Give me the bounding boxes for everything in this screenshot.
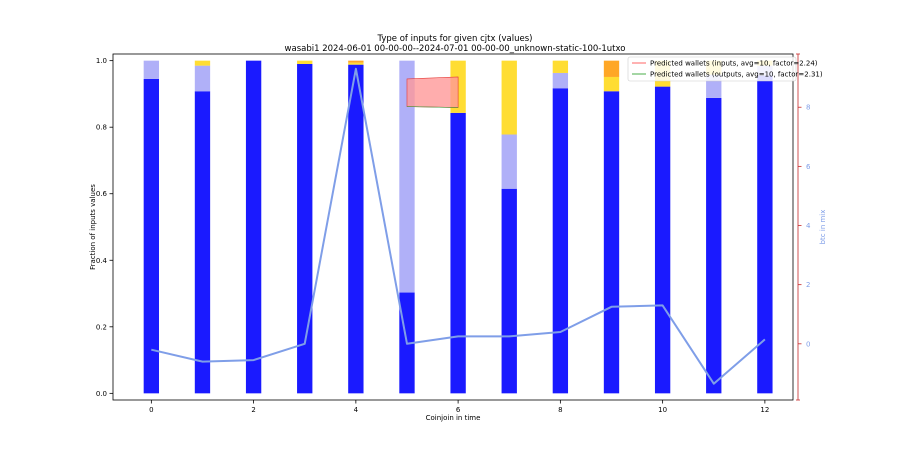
- bar-segment: [603, 60, 620, 77]
- bar-segment: [501, 60, 517, 135]
- bar-segment: [143, 78, 160, 394]
- x-tick-label: 10: [658, 406, 667, 414]
- x-axis: 0 2 4 6 8 10 12: [149, 400, 769, 414]
- y2-tick-label: 4: [806, 222, 811, 230]
- bar-segment: [194, 65, 211, 92]
- chart-title: Type of inputs for given cjtx (values): [377, 34, 533, 44]
- bar-segment: [297, 63, 313, 394]
- bar-segment: [552, 60, 569, 73]
- btc-in-mix-line: [151, 67, 766, 385]
- y2-tick-label: 2: [806, 281, 810, 289]
- bar-segment: [194, 60, 211, 66]
- bar-segment: [348, 60, 364, 63]
- y2-tick-label: 0: [806, 340, 810, 348]
- bar-segment: [501, 188, 517, 394]
- bar-segment: [654, 86, 671, 394]
- bar-segment: [603, 91, 620, 394]
- x-tick-label: 2: [251, 406, 255, 414]
- y-tick-label: 0.4: [96, 257, 108, 265]
- y2-tick-label: 6: [806, 163, 811, 171]
- bar-segment: [399, 60, 415, 293]
- bar-segment: [143, 60, 160, 79]
- bar-segment: [348, 62, 364, 65]
- legend-label-inputs: Predicted wallets (inputs, avg=10, facto…: [650, 60, 818, 68]
- bar-segment: [757, 75, 773, 394]
- x-tick-label: 4: [354, 406, 359, 414]
- x-axis-label: Coinjoin in time: [426, 414, 481, 422]
- bar-segment: [450, 112, 466, 394]
- x-tick-label: 8: [558, 406, 562, 414]
- y-tick-label: 0.8: [96, 124, 107, 132]
- y-axis: 0.0 0.2 0.4 0.6 0.8 1.0: [96, 57, 113, 398]
- bar-segment: [194, 91, 211, 394]
- predicted-band: [406, 76, 459, 108]
- y2-tick-label: 8: [806, 104, 810, 112]
- predicted-band-layer: [406, 76, 459, 108]
- bar-segment: [348, 64, 364, 394]
- legend: Predicted wallets (inputs, avg=10, facto…: [627, 56, 823, 82]
- bar-layer: [143, 60, 773, 394]
- y-tick-label: 0.2: [96, 323, 107, 331]
- secondary-y-axis-label: btc in mix: [819, 210, 827, 245]
- y-tick-label: 1.0: [96, 57, 107, 65]
- y-axis-label: Fraction of inputs values: [89, 184, 97, 270]
- bar-segment: [706, 97, 722, 394]
- bar-segment: [245, 60, 262, 394]
- y-tick-label: 0.0: [96, 390, 107, 398]
- bar-segment: [552, 72, 569, 89]
- predicted-band-outputs-edge: [406, 106, 459, 108]
- bar-segment: [501, 134, 517, 189]
- bar-segment: [603, 76, 620, 92]
- legend-label-outputs: Predicted wallets (outputs, avg=10, fact…: [650, 71, 823, 79]
- secondary-y-axis: 0 2 4 6 8: [796, 53, 811, 401]
- plot-frame: [112, 53, 794, 401]
- bar-segment: [297, 60, 313, 64]
- bar-segment: [552, 88, 569, 394]
- chart-subtitle: wasabi1 2024-06-01 00-00-00--2024-07-01 …: [285, 44, 626, 54]
- x-tick-label: 6: [456, 406, 461, 414]
- x-tick-label: 12: [760, 406, 769, 414]
- x-tick-label: 0: [149, 406, 153, 414]
- legend-box: [627, 56, 797, 82]
- btc-line-layer: [151, 67, 766, 385]
- y-tick-label: 0.6: [96, 190, 108, 198]
